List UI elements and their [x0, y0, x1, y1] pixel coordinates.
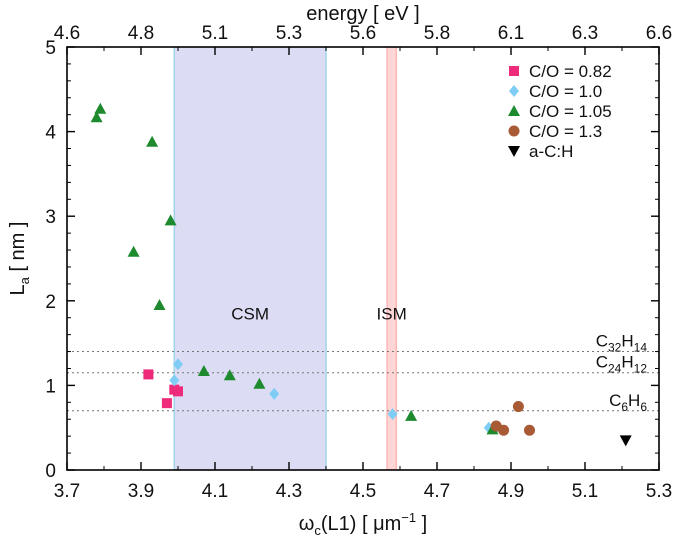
molecule-label-part: 14: [634, 341, 648, 355]
molecule-label-part: 32: [608, 341, 622, 355]
legend: C/O = 0.82C/O = 1.0C/O = 1.05C/O = 1.3a-…: [508, 62, 612, 161]
top-tick-label: 4.6: [54, 23, 80, 44]
data-point-triangle: [127, 245, 140, 257]
band-label-ism: ISM: [377, 304, 407, 323]
y-axis-title-symbol: L: [7, 284, 29, 295]
x-axis-title-sup: −1: [401, 510, 416, 525]
legend-label: a-C:H: [529, 142, 573, 161]
x-axis-title: ωc(L1) [ μm−1 ]: [299, 510, 428, 538]
data-point-triangle: [94, 102, 107, 114]
data-point-triangle: [90, 111, 103, 123]
x-tick-label: 4.5: [350, 481, 376, 502]
x-tick-label: 4.7: [424, 481, 450, 502]
data-point-triangle: [153, 299, 166, 311]
data-point-circle: [512, 401, 524, 413]
x-tick-label: 5.1: [572, 481, 598, 502]
molecule-label-part: H: [628, 391, 640, 410]
x-axis-title-symbol: ω: [299, 513, 315, 535]
legend-label: C/O = 0.82: [529, 62, 612, 81]
data-point-diamond: [269, 387, 280, 400]
x-axis-title-rest: (L1) [ μm: [321, 513, 401, 535]
top-tick-label: 6.6: [646, 23, 672, 44]
molecule-label-part: H: [621, 332, 633, 351]
band-ism: [387, 47, 397, 470]
legend-marker-diamond: [509, 85, 519, 97]
x-tick-label: 5.3: [646, 481, 672, 502]
data-point-square: [143, 369, 154, 380]
data-point-triangle: [197, 365, 210, 377]
y-tick-label: 4: [45, 123, 56, 144]
y-tick-label: 5: [45, 38, 56, 59]
data-point-circle: [498, 424, 510, 436]
y-tick-label: 2: [45, 292, 56, 313]
legend-marker-square: [509, 66, 519, 76]
data-point-square: [173, 386, 183, 397]
molecule-label-part: 12: [634, 362, 648, 376]
y-tick-label: 3: [45, 207, 56, 228]
data-point-square: [161, 398, 172, 409]
legend-label: C/O = 1.05: [529, 102, 612, 121]
molecule-label-part: H: [621, 353, 633, 372]
band-csm: [174, 47, 326, 470]
molecule-label-part: C: [596, 353, 608, 372]
top-tick-label: 5.8: [424, 23, 450, 44]
x-tick-label: 3.7: [54, 481, 80, 502]
molecule-label-part: C: [609, 391, 621, 410]
top-tick-label: 4.8: [128, 23, 154, 44]
top-tick-label: 5.1: [202, 23, 228, 44]
x-tick-label: 4.9: [498, 481, 524, 502]
data-point-triangle: [223, 369, 236, 381]
y-tick-label: 0: [45, 461, 56, 482]
molecule-label-part: 6: [640, 400, 647, 414]
legend-label: C/O = 1.0: [529, 82, 602, 101]
molecule-label: C32H14: [596, 332, 648, 355]
y-tick-label: 1: [45, 376, 56, 397]
data-point-triangle: [146, 135, 159, 147]
x-tick-label: 4.1: [202, 481, 228, 502]
top-tick-label: 5.6: [350, 23, 376, 44]
top-tick-label: 6.1: [498, 23, 524, 44]
data-point-triangle: [164, 214, 177, 226]
x-tick-label: 3.9: [128, 481, 154, 502]
x-axis-title-end: ]: [416, 513, 427, 535]
data-point-triangle: [253, 377, 266, 389]
x-axis-title-sub: c: [314, 523, 321, 538]
data-point-triangle: [405, 409, 418, 421]
axis-ticks: 3.7 3.9 4.1 4.3 4.5 4.7 4.9 5.1 5.3 4.6 4.8 5.1 5.3 5…: [45, 23, 672, 502]
legend-label: C/O = 1.3: [529, 122, 602, 141]
molecule-label: C6H6: [609, 391, 647, 414]
legend-marker-triangle: [508, 105, 520, 116]
data-point-diamond: [169, 374, 180, 387]
molecule-label-part: 6: [621, 400, 628, 414]
y-axis-title: La [ nm ]: [7, 222, 32, 296]
data-point-diamond: [387, 408, 398, 421]
top-axis-title: energy [ eV ]: [306, 3, 419, 25]
data-points: [90, 102, 632, 447]
top-tick-label: 6.3: [572, 23, 598, 44]
top-tick-label: 5.3: [276, 23, 302, 44]
data-point-diamond: [173, 358, 183, 371]
legend-marker-down-triangle: [508, 146, 520, 157]
molecule-label-part: 24: [608, 362, 622, 376]
x-tick-label: 4.3: [276, 481, 302, 502]
y-axis-title-sub: a: [17, 276, 32, 284]
molecule-label: C24H12: [596, 353, 648, 376]
legend-marker-circle: [508, 125, 520, 137]
molecule-label-part: C: [596, 332, 608, 351]
band-label-csm: CSM: [231, 304, 269, 323]
data-point-circle: [524, 424, 535, 436]
y-axis-title-rest: [ nm ]: [7, 222, 29, 278]
shaded-bands: CSM ISM: [173, 47, 407, 470]
data-point-down-triangle: [619, 435, 632, 447]
